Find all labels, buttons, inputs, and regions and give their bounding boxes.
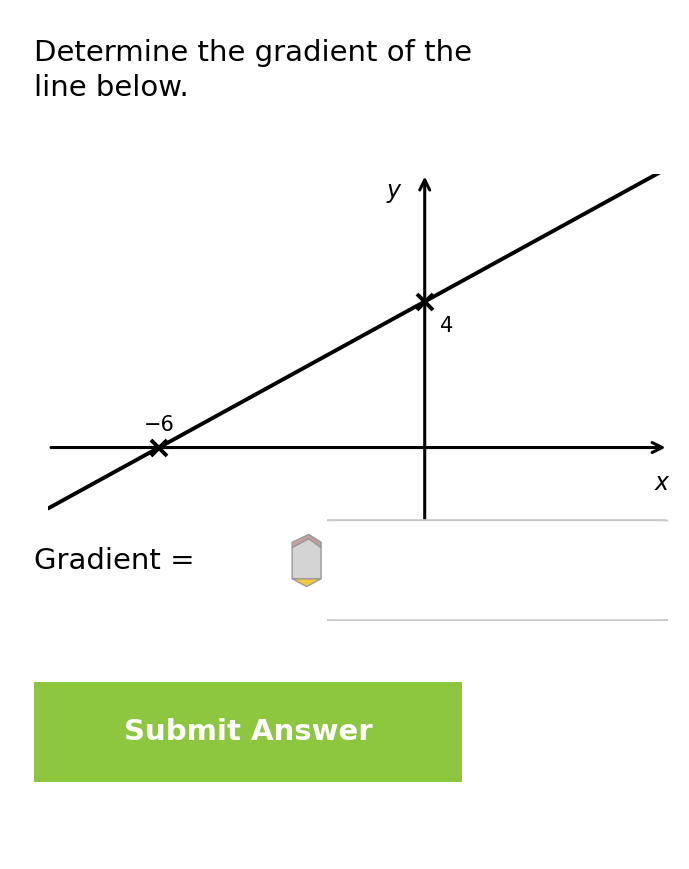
FancyBboxPatch shape — [317, 521, 675, 620]
Polygon shape — [292, 534, 321, 547]
Text: −6: −6 — [143, 415, 174, 434]
Polygon shape — [292, 579, 321, 587]
FancyBboxPatch shape — [9, 676, 487, 788]
Text: Submit Answer: Submit Answer — [124, 718, 372, 746]
Text: x: x — [655, 471, 669, 495]
Text: y: y — [387, 179, 400, 203]
Text: 4: 4 — [440, 316, 453, 336]
Polygon shape — [292, 539, 321, 579]
Text: Gradient =: Gradient = — [34, 547, 205, 574]
Text: Determine the gradient of the: Determine the gradient of the — [34, 39, 473, 67]
Text: line below.: line below. — [34, 74, 189, 102]
